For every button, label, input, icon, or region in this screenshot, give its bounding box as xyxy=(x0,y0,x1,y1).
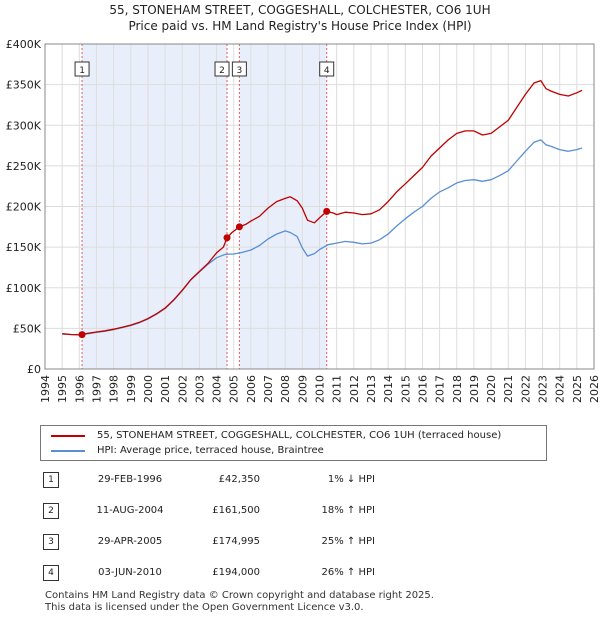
y-tick-label: £150K xyxy=(6,241,42,254)
footer-licence: This data is licensed under the Open Gov… xyxy=(45,602,364,613)
x-tick-label: 2016 xyxy=(416,375,429,403)
x-tick-label: 2003 xyxy=(193,375,206,403)
sale-number: 4 xyxy=(43,565,59,581)
y-tick-label: £250K xyxy=(6,160,42,173)
x-tick-label: 2018 xyxy=(451,375,464,403)
table-row: 3 29-APR-2005 £174,995 25% ↑ HPI xyxy=(0,534,600,552)
y-tick-label: £400K xyxy=(6,38,42,51)
x-tick-label: 2014 xyxy=(382,375,395,403)
sale-marker-box-4: 4 xyxy=(319,61,335,77)
y-tick-label: £300K xyxy=(6,119,42,132)
x-tick-label: 1999 xyxy=(125,375,138,403)
table-row: 1 29-FEB-1996 £42,350 1% ↓ HPI xyxy=(0,472,600,490)
x-tick-label: 2011 xyxy=(331,375,344,403)
sale-point-3 xyxy=(235,223,243,231)
legend-swatch-property xyxy=(51,435,85,437)
y-tick-label: £50K xyxy=(13,322,42,335)
y-tick-label: £100K xyxy=(6,282,42,295)
chart-title: 55, STONEHAM STREET, COGGESHALL, COLCHES… xyxy=(109,3,491,17)
x-tick-label: 2004 xyxy=(211,375,224,403)
sale-point-1 xyxy=(78,331,86,339)
sale-point-4 xyxy=(323,207,331,215)
x-tick-label: 2008 xyxy=(279,375,292,403)
y-tick-label: £200K xyxy=(6,201,42,214)
x-tick-label: 2025 xyxy=(571,375,584,403)
x-tick-label: 2017 xyxy=(434,375,447,403)
x-tick-label: 2023 xyxy=(537,375,550,403)
legend: 55, STONEHAM STREET, COGGESHALL, COLCHES… xyxy=(40,425,547,461)
sale-date: 29-APR-2005 xyxy=(97,536,163,547)
x-tick-label: 1998 xyxy=(108,375,121,403)
table-row: 4 03-JUN-2010 £194,000 26% ↑ HPI xyxy=(0,565,600,583)
legend-swatch-hpi xyxy=(51,450,85,452)
x-tick-label: 2000 xyxy=(142,375,155,403)
x-tick-label: 1996 xyxy=(73,375,86,403)
sale-hpi-diff: 18% ↑ HPI xyxy=(321,505,375,516)
x-tick-label: 2006 xyxy=(245,375,258,403)
y-tick-label: £0 xyxy=(27,363,41,376)
x-tick-label: 2013 xyxy=(365,375,378,403)
sale-marker-box-label: 4 xyxy=(324,66,330,76)
sale-marker-box-1: 1 xyxy=(74,61,90,77)
sale-marker-box-border xyxy=(231,61,247,77)
sale-number: 2 xyxy=(43,503,59,519)
x-tick-label: 2012 xyxy=(348,375,361,403)
sale-date: 11-AUG-2004 xyxy=(96,505,164,516)
footer-copyright: Contains HM Land Registry data © Crown c… xyxy=(45,590,434,601)
price-chart: £0 £50K £100K £150K £200K £250K £300K £350K £400… xyxy=(6,38,600,403)
x-tick-label: 2010 xyxy=(314,375,327,403)
x-tick-label: 2019 xyxy=(468,375,481,403)
sale-hpi-diff: 25% ↑ HPI xyxy=(321,536,375,547)
chart-subtitle: Price paid vs. HM Land Registry's House … xyxy=(128,19,472,33)
x-tick-label: 2026 xyxy=(588,375,600,403)
x-tick-label: 2001 xyxy=(159,375,172,403)
x-tick-label: 1995 xyxy=(56,375,69,403)
sale-date: 03-JUN-2010 xyxy=(98,567,162,578)
sale-marker-box-3: 3 xyxy=(231,61,247,77)
x-tick-label: 1997 xyxy=(90,375,103,403)
x-tick-label: 2022 xyxy=(519,375,532,403)
sale-price: £161,500 xyxy=(212,505,260,516)
x-tick-label: 2020 xyxy=(485,375,498,403)
legend-label-hpi: HPI: Average price, terraced house, Brai… xyxy=(97,445,324,456)
x-tick-label: 2024 xyxy=(554,375,567,403)
sale-marker-box-border xyxy=(214,61,230,77)
sale-number: 1 xyxy=(43,472,59,488)
sale-marker-box-border xyxy=(319,61,335,77)
sale-marker-box-border xyxy=(74,61,90,77)
sale-price: £194,000 xyxy=(212,567,260,578)
x-tick-label: 2015 xyxy=(399,375,412,403)
sale-price: £174,995 xyxy=(212,536,260,547)
sale-hpi-diff: 1% ↓ HPI xyxy=(327,474,375,485)
x-tick-label: 2009 xyxy=(296,375,309,403)
series-line-property xyxy=(62,79,583,336)
sale-marker-box-label: 1 xyxy=(79,66,85,76)
x-tick-label: 2021 xyxy=(502,375,515,403)
x-tick-label: 2002 xyxy=(176,375,189,403)
sale-point-2 xyxy=(223,234,231,242)
y-tick-label: £350K xyxy=(6,79,42,92)
sale-marker-box-2: 2 xyxy=(214,61,230,77)
sale-marker-box-label: 3 xyxy=(237,66,243,76)
sale-date: 29-FEB-1996 xyxy=(97,474,163,485)
sale-number: 3 xyxy=(43,534,59,550)
x-tick-label: 2005 xyxy=(228,375,241,403)
sale-price: £42,350 xyxy=(218,474,260,485)
sale-hpi-diff: 26% ↑ HPI xyxy=(321,567,375,578)
table-row: 2 11-AUG-2004 £161,500 18% ↑ HPI xyxy=(0,503,600,521)
plot-frame xyxy=(44,43,595,370)
legend-label-property: 55, STONEHAM STREET, COGGESHALL, COLCHES… xyxy=(97,430,502,441)
x-tick-label: 1994 xyxy=(39,375,52,403)
sale-marker-box-label: 2 xyxy=(219,66,225,76)
x-tick-label: 2007 xyxy=(262,375,275,403)
